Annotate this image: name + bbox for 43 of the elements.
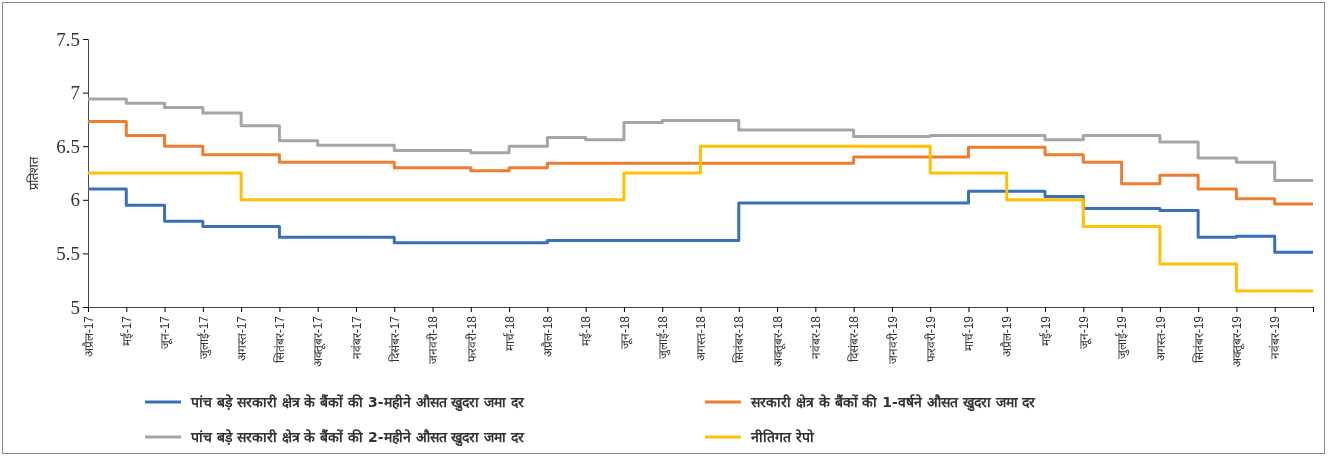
x-tick-label: फरवरी-19	[923, 315, 938, 363]
x-tick-label: अक्तूबर-17	[311, 315, 327, 368]
x-tick-label: जून-18	[617, 315, 633, 350]
y-tick-label: 5	[70, 296, 80, 318]
x-tick-label: मई-17	[119, 315, 134, 347]
x-tick-label: जुलाई-17	[196, 315, 212, 360]
x-tick-label: जनवरी-18	[426, 315, 441, 365]
x-tick-label: सितंबर-19	[1191, 315, 1206, 364]
x-tick-label: सितंबर-17	[273, 315, 288, 364]
legend-label: नीतिगत रेपो	[750, 428, 815, 445]
x-tick-label: जून-17	[158, 315, 174, 350]
x-tick-label: अक्तूबर-19	[1230, 315, 1246, 368]
y-tick-label: 6	[70, 189, 80, 211]
x-tick-label: मई-18	[579, 315, 594, 347]
x-tick-label: दिसंबर-18	[847, 315, 862, 363]
x-tick-label: जुलाई-19	[1115, 315, 1131, 360]
x-tick-label: अक्तूबर-18	[770, 315, 786, 368]
x-tick-label: अगस्त-19	[1153, 315, 1168, 362]
x-tick-label: नवंबर-18	[809, 315, 824, 360]
x-tick-label: अप्रैल-18	[541, 315, 556, 358]
legend-label: सरकारी क्षेत्र के बैंकों की 1-वर्षने औसत खुदरा जमा दर	[750, 393, 1037, 412]
y-axis-title: प्रतिशत	[26, 155, 41, 190]
legend-label: पांच बड़े सरकारी क्षेत्र के बैंकों की 2-महीने औसत खुदरा जमा दर	[190, 428, 526, 447]
y-tick-label: 7	[70, 82, 80, 104]
x-tick-label: अगस्त-17	[234, 315, 249, 362]
x-tick-label: नवंबर-17	[349, 315, 364, 360]
x-tick-label: मार्च-19	[962, 315, 977, 352]
x-tick-label: जनवरी-19	[885, 315, 900, 365]
y-tick-label: 5.5	[56, 242, 80, 264]
x-tick-label: दिसंबर-17	[387, 315, 402, 363]
x-tick-label: जून-19	[1077, 315, 1093, 350]
x-tick-label: अगस्त-18	[694, 315, 709, 362]
x-tick-label: नवंबर-19	[1268, 315, 1283, 360]
x-tick-label: सितंबर-18	[732, 315, 747, 364]
x-tick-label: मार्च-18	[502, 315, 517, 352]
x-tick-label: अप्रैल-19	[1000, 315, 1015, 358]
x-tick-label: मई-19	[1038, 315, 1053, 347]
legend-label: पांच बड़े सरकारी क्षेत्र के बैंकों की 3-महीने औसत खुदरा जमा दर	[190, 393, 526, 412]
y-tick-label: 6.5	[56, 135, 80, 157]
x-tick-label: अप्रैल-17	[81, 315, 96, 358]
y-tick-label: 7.5	[56, 28, 80, 50]
x-tick-label: फरवरी-18	[464, 315, 479, 363]
x-tick-label: जुलाई-18	[655, 315, 671, 360]
